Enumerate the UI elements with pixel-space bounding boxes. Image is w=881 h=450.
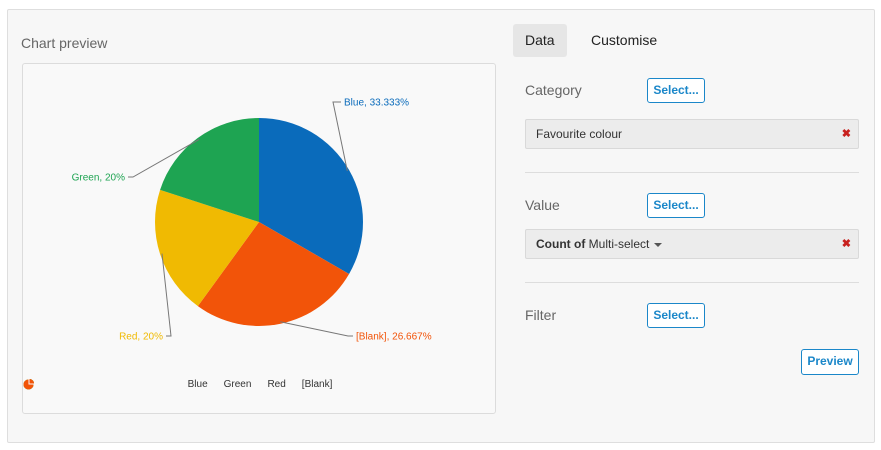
divider bbox=[525, 172, 859, 173]
pie-label-leader bbox=[332, 101, 348, 172]
chart-preview-card: Blue, 33.333% [Blank], 26.667% Red, 20% Gre… bbox=[22, 63, 496, 414]
category-remove-icon[interactable]: ✖ bbox=[841, 128, 851, 140]
pie-slice-blue[interactable] bbox=[259, 118, 363, 274]
pie-data-label: Green, 20% bbox=[72, 173, 125, 184]
pie-label-leader bbox=[280, 321, 353, 337]
pie-legend-icon bbox=[23, 379, 34, 390]
legend-label: Blue bbox=[187, 379, 208, 390]
divider bbox=[525, 282, 859, 283]
category-field: Favourite colour ✖ bbox=[525, 119, 859, 149]
pie-label-leader bbox=[161, 253, 172, 337]
category-select-button[interactable]: Select... bbox=[647, 78, 705, 103]
pie-data-label: Red, 20% bbox=[119, 332, 163, 343]
value-field-dropdown[interactable]: Multi-select bbox=[589, 237, 663, 251]
pie-slice-green[interactable] bbox=[160, 118, 259, 222]
pie-data-label: [Blank], 26.667% bbox=[356, 332, 432, 343]
legend-item[interactable]: Blue bbox=[23, 379, 208, 390]
chart-legend: Blue Green Red [Blank] bbox=[23, 379, 497, 390]
chart-preview-title: Chart preview bbox=[21, 35, 108, 51]
value-select-button[interactable]: Select... bbox=[647, 193, 705, 218]
filter-select-button[interactable]: Select... bbox=[647, 303, 705, 328]
pie-label-leader bbox=[128, 139, 200, 178]
pie-chart: Blue, 33.333% [Blank], 26.667% Red, 20% Gre… bbox=[72, 98, 432, 343]
legend-item[interactable]: [Blank] bbox=[23, 379, 333, 390]
pie-slice-blank[interactable] bbox=[197, 222, 350, 326]
legend-item[interactable]: Green bbox=[23, 379, 252, 390]
pie-data-label: Blue, 33.333% bbox=[344, 98, 409, 109]
legend-label: [Blank] bbox=[301, 379, 333, 390]
category-field-value: Favourite colour bbox=[536, 127, 623, 141]
value-field-value: Multi-select bbox=[588, 237, 650, 251]
tab-customise[interactable]: Customise bbox=[591, 32, 658, 48]
category-label: Category bbox=[525, 82, 582, 98]
value-field-prefix: Count of bbox=[536, 237, 586, 251]
value-remove-icon[interactable]: ✖ bbox=[841, 238, 851, 250]
pie-slice-red[interactable] bbox=[155, 189, 259, 307]
legend-item[interactable]: Red bbox=[23, 379, 286, 390]
preview-button[interactable]: Preview bbox=[801, 349, 859, 375]
filter-label: Filter bbox=[525, 307, 557, 323]
chevron-down-icon bbox=[654, 242, 663, 247]
legend-label: Green bbox=[223, 379, 252, 390]
tab-data[interactable]: Data bbox=[513, 24, 567, 57]
legend-label: Red bbox=[267, 379, 286, 390]
value-label: Value bbox=[525, 197, 560, 213]
value-field: Count of Multi-select ✖ bbox=[525, 229, 859, 259]
